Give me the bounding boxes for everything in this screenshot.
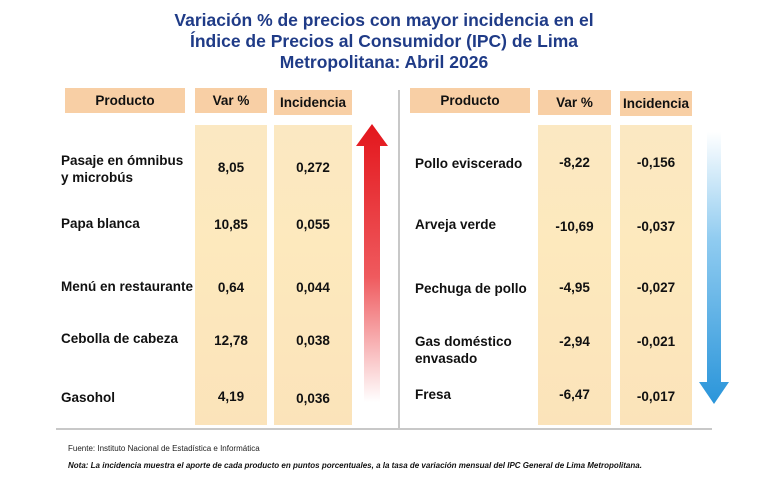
left-row-0-incidencia: 0,272 <box>296 160 330 175</box>
left-row-3-incidencia: 0,038 <box>296 333 330 348</box>
right-header-incidencia: Incidencia <box>620 91 692 116</box>
right-row-3-producto-line-2: envasado <box>415 351 478 366</box>
left-row-2-var: 0,64 <box>217 280 245 295</box>
left-var-column-bg <box>195 125 267 425</box>
right-var-column-bg <box>538 125 611 425</box>
left-row-4-producto: Gasohol <box>61 389 115 406</box>
left-row-4-incidencia: 0,036 <box>296 391 330 406</box>
right-row-2-producto-line-1: Pechuga de pollo <box>415 281 527 296</box>
left-row-0-producto-line-2: y microbús <box>61 170 134 185</box>
right-header-producto: Producto <box>410 88 530 113</box>
right-row-0-producto-line-1: Pollo eviscerado <box>415 156 523 171</box>
incidence-note: Nota: La incidencia muestra el aporte de… <box>68 461 642 470</box>
right-row-0-var: -8,22 <box>559 155 590 170</box>
right-row-0-incidencia: -0,156 <box>636 155 676 170</box>
left-row-2-producto: Menú en restaurante <box>61 278 193 295</box>
left-row-0-var: 8,05 <box>217 160 245 175</box>
left-row-2-producto-line-1: Menú en restaurante <box>61 279 194 294</box>
right-row-4-var: -6,47 <box>559 387 590 402</box>
left-row-4-producto-line-1: Gasohol <box>61 390 116 405</box>
left-row-3-producto: Cebolla de cabeza <box>61 330 178 347</box>
right-row-4-producto-line-1: Fresa <box>415 387 452 402</box>
left-header-var: Var % <box>195 88 267 113</box>
right-row-4-incidencia: -0,017 <box>636 389 676 404</box>
right-row-2-incidencia: -0,027 <box>636 280 676 295</box>
right-row-3-var: -2,94 <box>559 334 590 349</box>
chart-title: Variación % de precios con mayor inciden… <box>0 10 768 73</box>
right-row-1-var: -10,69 <box>555 219 594 234</box>
right-incidencia-column-bg <box>620 125 692 425</box>
right-row-1-incidencia: -0,037 <box>636 219 676 234</box>
down-arrow-icon <box>699 132 729 404</box>
right-row-3-incidencia: -0,021 <box>636 334 676 349</box>
horizontal-divider <box>56 428 712 430</box>
left-incidencia-column-bg <box>274 125 352 425</box>
left-row-2-incidencia: 0,044 <box>296 280 330 295</box>
left-row-0-producto-line-1: Pasaje en ómnibus <box>61 153 184 168</box>
left-row-3-var: 12,78 <box>214 333 248 348</box>
right-header-var: Var % <box>538 90 611 115</box>
left-row-1-producto-line-1: Papa blanca <box>61 216 140 231</box>
right-row-2-var: -4,95 <box>559 280 590 295</box>
title-line-3: Metropolitana: Abril 2026 <box>279 52 489 72</box>
right-row-2-producto: Pechuga de pollo <box>415 280 527 297</box>
right-row-1-producto-line-1: Arveja verde <box>415 217 497 232</box>
left-row-1-var: 10,85 <box>214 217 248 232</box>
vertical-divider <box>398 90 400 430</box>
left-row-3-producto-line-1: Cebolla de cabeza <box>61 331 179 346</box>
left-header-producto: Producto <box>65 88 185 113</box>
title-line-2: Índice de Precios al Consumidor (IPC) de… <box>190 31 578 51</box>
right-row-3-producto: Gas doméstico envasado <box>415 333 512 367</box>
right-row-1-producto: Arveja verde <box>415 216 496 233</box>
right-row-4-producto: Fresa <box>415 386 451 403</box>
left-row-0-producto: Pasaje en ómnibus y microbús <box>61 152 183 186</box>
title-line-1: Variación % de precios con mayor inciden… <box>174 10 594 30</box>
left-row-1-incidencia: 0,055 <box>296 217 330 232</box>
up-arrow-icon <box>356 124 388 402</box>
right-row-0-producto: Pollo eviscerado <box>415 155 522 172</box>
left-row-1-producto: Papa blanca <box>61 215 140 232</box>
left-header-incidencia: Incidencia <box>274 90 352 115</box>
source-note: Fuente: Instituto Nacional de Estadístic… <box>68 444 260 453</box>
right-row-3-producto-line-1: Gas doméstico <box>415 334 512 349</box>
left-row-4-var: 4,19 <box>217 389 245 404</box>
